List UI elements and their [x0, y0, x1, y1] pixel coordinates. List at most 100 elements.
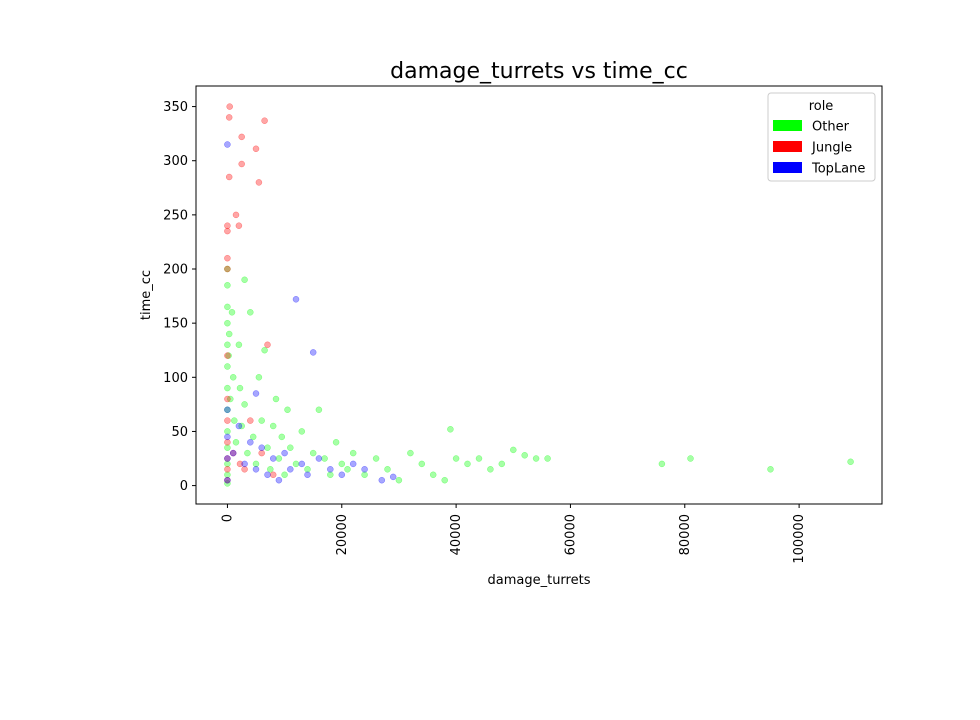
point-jungle-3: [224, 439, 231, 446]
point-other-27: [249, 433, 257, 441]
point-other-49: [338, 460, 346, 468]
point-other-26: [247, 309, 254, 316]
legend-box: [767, 92, 876, 182]
point-jungle-14: [229, 449, 237, 457]
point-other-11: [224, 282, 231, 289]
point-jungle-19: [238, 160, 245, 168]
point-other-0: [224, 480, 231, 487]
point-other-56: [407, 449, 414, 457]
point-other-8: [224, 341, 231, 349]
point-other-45: [315, 406, 323, 414]
point-other-60: [447, 426, 454, 433]
point-toplane-26: [378, 476, 386, 484]
chart-title: damage_turrets vs time_cc: [390, 59, 688, 84]
point-other-15: [227, 395, 234, 403]
point-toplane-21: [315, 455, 323, 462]
point-other-28: [252, 460, 260, 468]
point-jungle-2: [224, 455, 231, 462]
point-toplane-8: [247, 439, 254, 446]
legend: role Other Jungle TopLane: [767, 92, 876, 182]
point-other-34: [269, 422, 277, 430]
plot-frame: [195, 85, 883, 505]
point-other-47: [327, 471, 334, 479]
y-axis-label: time_cc: [139, 270, 154, 320]
point-toplane-18: [298, 460, 306, 468]
point-other-19: [232, 439, 240, 446]
point-other-18: [231, 417, 238, 424]
point-toplane-24: [349, 460, 357, 468]
point-other-31: [261, 346, 268, 354]
points-layer: [224, 103, 854, 487]
point-other-3: [224, 444, 231, 451]
point-jungle-12: [225, 114, 233, 121]
point-other-40: [287, 444, 294, 451]
x-tick-label: 80000: [678, 514, 693, 555]
point-other-67: [521, 452, 528, 459]
point-other-39: [284, 406, 291, 414]
point-other-41: [292, 460, 300, 468]
point-toplane-0: [224, 476, 231, 484]
y-tick-label: 50: [171, 425, 188, 440]
legend-title: role: [809, 99, 834, 114]
point-jungle-7: [224, 265, 231, 273]
point-other-9: [224, 319, 231, 327]
point-other-70: [658, 460, 666, 468]
y-axis: 0 50 100 150 200 250 300 350: [163, 100, 196, 494]
point-other-46: [321, 455, 328, 462]
x-axis-label: damage_turrets: [488, 573, 591, 588]
point-jungle-25: [261, 117, 268, 124]
point-other-59: [441, 476, 448, 484]
point-other-7: [224, 363, 231, 370]
point-jungle-10: [224, 222, 231, 229]
legend-label-jungle: Jungle: [811, 141, 852, 156]
point-toplane-12: [264, 471, 271, 479]
point-other-73: [847, 458, 854, 466]
x-tick-label: 20000: [335, 514, 350, 555]
point-other-33: [267, 466, 274, 473]
point-other-4: [224, 428, 231, 435]
point-other-52: [361, 471, 368, 479]
point-toplane-11: [258, 444, 265, 451]
point-other-25: [244, 449, 251, 457]
legend-label-toplane: TopLane: [811, 162, 865, 177]
point-toplane-5: [229, 449, 237, 457]
point-jungle-1: [224, 466, 231, 473]
point-jungle-22: [252, 145, 260, 153]
point-other-17: [229, 374, 237, 381]
point-jungle-5: [224, 395, 231, 403]
point-toplane-19: [304, 471, 311, 479]
point-other-61: [452, 455, 460, 462]
point-other-54: [384, 466, 391, 473]
point-other-1: [224, 471, 231, 479]
point-jungle-11: [225, 173, 233, 181]
point-jungle-24: [258, 449, 265, 457]
point-other-16: [228, 309, 236, 316]
point-toplane-22: [327, 466, 334, 473]
point-jungle-9: [224, 227, 231, 235]
point-other-12: [224, 265, 231, 273]
point-toplane-10: [252, 390, 260, 397]
point-jungle-26: [264, 341, 271, 349]
point-other-55: [395, 476, 403, 484]
point-other-20: [235, 341, 243, 349]
point-other-5: [224, 406, 231, 414]
point-other-69: [544, 455, 551, 462]
point-jungle-18: [238, 133, 245, 141]
point-toplane-1: [224, 455, 231, 462]
point-toplane-4: [224, 141, 231, 148]
point-other-62: [464, 460, 471, 468]
x-axis: 0 20000 40000 60000 80000 100000: [220, 504, 807, 564]
x-tick-label: 0: [220, 514, 235, 522]
point-jungle-13: [226, 103, 233, 110]
point-other-68: [532, 455, 540, 462]
point-other-10: [224, 303, 231, 311]
y-tick-label: 100: [163, 371, 188, 386]
y-tick-label: 150: [163, 317, 188, 332]
x-tick-label: 60000: [563, 514, 578, 555]
point-other-13: [225, 352, 232, 359]
point-jungle-23: [255, 179, 263, 186]
point-jungle-4: [224, 417, 231, 424]
point-other-44: [309, 449, 317, 457]
point-other-38: [281, 471, 288, 479]
point-jungle-20: [241, 466, 248, 473]
